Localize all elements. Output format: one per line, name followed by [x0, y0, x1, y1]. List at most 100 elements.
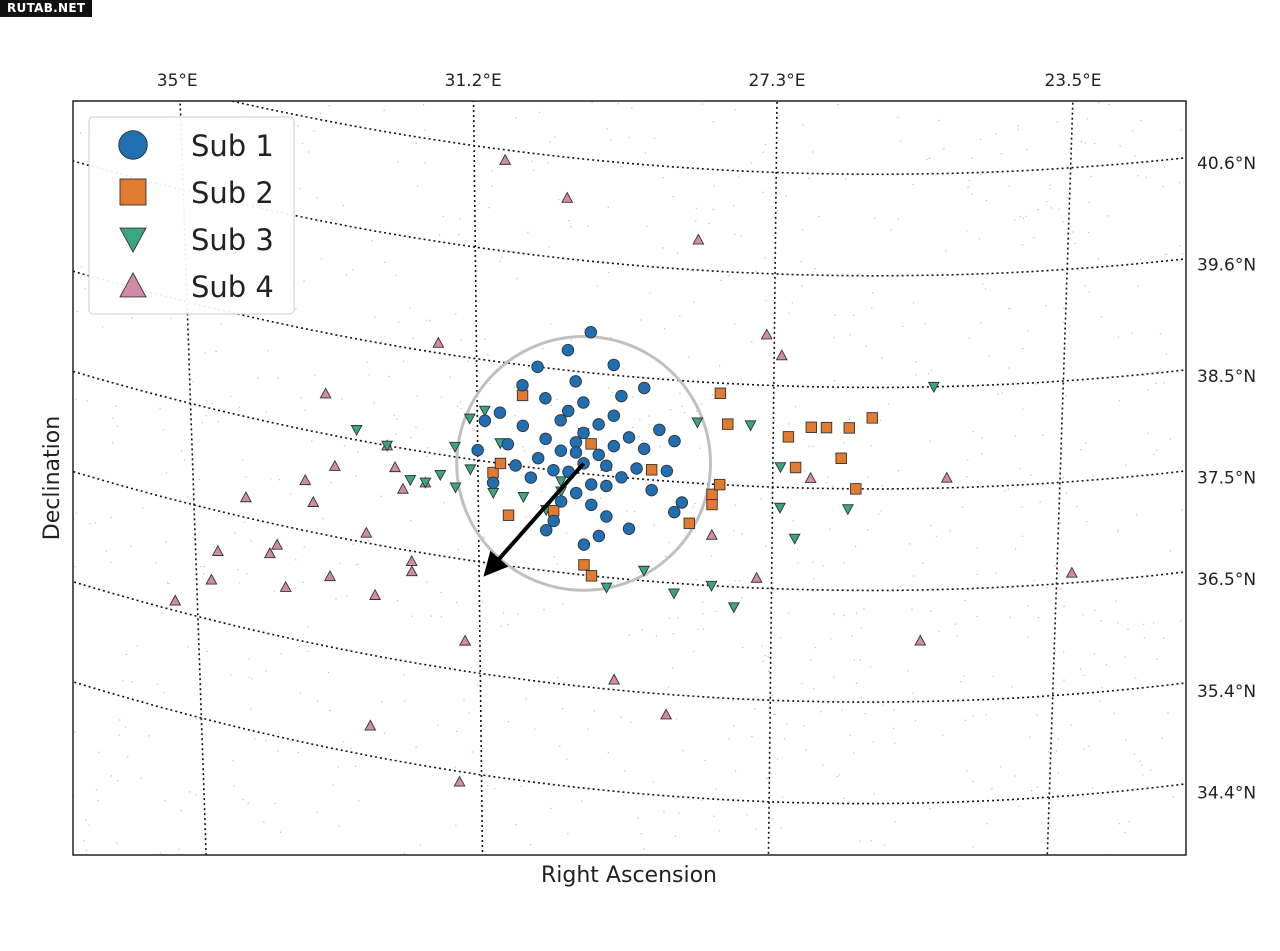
background-star — [880, 419, 882, 421]
background-star — [501, 256, 503, 258]
background-star — [1088, 291, 1090, 293]
point-sub-1 — [622, 522, 636, 535]
background-star — [454, 766, 456, 768]
background-star — [907, 670, 909, 672]
background-star — [1118, 823, 1120, 825]
background-star — [1018, 805, 1020, 807]
y-tick-label: 40.6°N — [1197, 154, 1256, 174]
background-star — [890, 489, 892, 491]
background-star — [325, 572, 327, 574]
background-star — [570, 339, 572, 341]
background-star — [76, 310, 78, 312]
background-star — [855, 682, 857, 684]
background-star — [710, 555, 712, 557]
background-star — [165, 541, 167, 543]
point-sub-2 — [645, 464, 658, 476]
background-star — [188, 791, 191, 793]
background-star — [643, 848, 645, 850]
background-star — [843, 562, 845, 564]
background-star — [307, 645, 310, 647]
background-star — [234, 532, 236, 534]
background-star — [322, 518, 324, 520]
background-star — [1037, 617, 1040, 619]
background-star — [719, 365, 721, 367]
background-star — [663, 810, 665, 812]
background-star — [358, 800, 360, 802]
background-star — [442, 216, 444, 218]
point-sub-3 — [788, 533, 801, 545]
background-star — [646, 225, 648, 227]
background-star — [560, 468, 562, 470]
background-star — [301, 142, 303, 145]
background-star — [985, 200, 987, 202]
point-sub-3 — [404, 475, 417, 487]
background-star — [515, 117, 517, 119]
background-star — [538, 111, 541, 113]
background-star — [772, 818, 774, 820]
background-star — [1147, 389, 1149, 391]
background-star — [165, 472, 167, 474]
background-star — [164, 800, 166, 802]
background-star — [1057, 772, 1059, 774]
background-star — [335, 598, 337, 600]
background-star — [764, 655, 766, 657]
background-star — [1039, 501, 1041, 503]
background-star — [943, 148, 945, 150]
background-star — [84, 288, 86, 290]
background-star — [805, 749, 807, 751]
background-star — [768, 670, 770, 672]
background-star — [796, 548, 799, 550]
point-sub-2 — [516, 389, 529, 402]
background-star — [870, 445, 872, 447]
background-star — [564, 681, 566, 684]
background-star — [1007, 488, 1010, 490]
background-star — [1167, 712, 1169, 714]
background-star — [872, 741, 874, 743]
point-sub-4 — [804, 471, 817, 483]
background-star — [587, 225, 589, 227]
background-star — [460, 339, 462, 341]
background-star — [1068, 238, 1070, 240]
x-tick-label: 31.2°E — [445, 71, 502, 91]
background-star — [980, 173, 982, 175]
background-star — [1080, 668, 1082, 670]
background-star — [1145, 176, 1148, 179]
point-sub-4 — [608, 673, 621, 685]
background-star — [803, 725, 806, 727]
background-star — [962, 506, 964, 508]
background-star — [1163, 637, 1165, 639]
background-star — [956, 635, 958, 637]
background-star — [972, 715, 974, 717]
background-star — [1143, 623, 1145, 625]
background-star — [440, 616, 442, 618]
background-star — [352, 543, 354, 545]
background-star — [851, 635, 853, 637]
point-sub-3 — [774, 462, 787, 474]
point-sub-1 — [607, 358, 620, 372]
background-star — [1062, 476, 1065, 478]
background-star — [702, 613, 704, 615]
background-star — [929, 440, 931, 442]
point-sub-2 — [843, 422, 855, 434]
background-star — [110, 775, 113, 777]
background-star — [273, 590, 275, 592]
background-star — [734, 580, 736, 582]
background-star — [1037, 697, 1039, 699]
background-star — [1124, 656, 1126, 658]
point-sub-3 — [449, 482, 462, 494]
point-sub-3 — [478, 405, 491, 417]
background-star — [1000, 766, 1002, 768]
background-star — [1086, 118, 1088, 120]
background-star — [911, 608, 913, 610]
background-star — [491, 169, 493, 172]
point-sub-1 — [562, 404, 575, 418]
background-star — [1009, 308, 1011, 310]
background-star — [410, 520, 412, 522]
background-star — [843, 797, 845, 799]
background-star — [929, 807, 931, 810]
background-star — [801, 229, 804, 231]
background-star — [754, 708, 756, 710]
background-star — [1015, 800, 1017, 802]
background-star — [428, 135, 430, 138]
point-sub-4 — [364, 719, 377, 731]
